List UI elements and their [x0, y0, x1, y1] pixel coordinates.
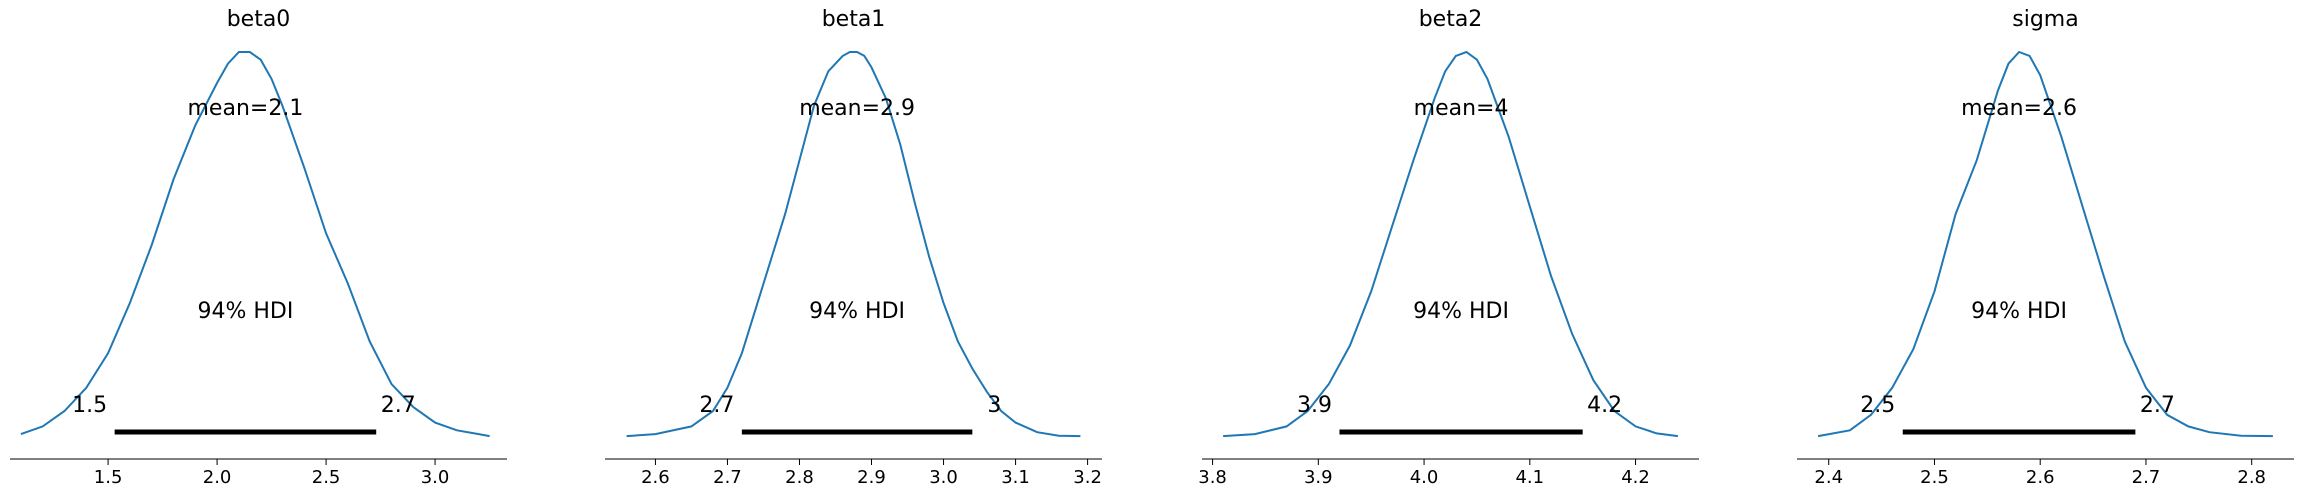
hdi-upper-label: 2.7: [381, 393, 416, 418]
panel-beta0: beta0 1.5 2.0 2.5 3.0 1.5 2.7 mean=2.1 94% HDI: [10, 7, 507, 488]
panel-title: beta1: [822, 7, 886, 32]
mean-label: mean=2.6: [1961, 96, 2077, 121]
density-curve: [20, 51, 490, 438]
panel-title: beta2: [1419, 7, 1483, 32]
panel-sigma: sigma 2.4 2.5 2.6 2.7 2.8 2.5 2.7 mean=2.6 94% HD…: [1797, 7, 2294, 488]
x-tick-label: 1.5: [94, 467, 123, 488]
mean-label: mean=2.9: [799, 96, 915, 121]
panel-beta2: beta2 3.8 3.9 4.0 4.1 4.2 3.9 4.2 mean=4 94% HDI: [1198, 7, 1699, 488]
x-tick-label: 4.0: [1410, 467, 1439, 488]
hdi-lower-label: 3.9: [1297, 393, 1332, 418]
hdi-label: 94% HDI: [809, 299, 905, 324]
x-tick-label: 2.4: [1814, 467, 1843, 488]
hdi-lower-label: 2.5: [1860, 393, 1895, 418]
panel-beta1: beta1 2.6 2.7 2.8 2.9 3.0 3.1 3.2 2.7 3 mean=2.9 94…: [605, 7, 1102, 488]
panel-title: beta0: [227, 7, 291, 32]
x-tick-label: 4.2: [1621, 467, 1650, 488]
hdi-upper-label: 4.2: [1587, 393, 1622, 418]
density-curve: [1817, 50, 2273, 438]
hdi-lower-label: 1.5: [72, 393, 107, 418]
mean-label: mean=4: [1414, 96, 1509, 121]
x-tick-label: 2.5: [312, 467, 341, 488]
x-tick-label: 3.9: [1304, 467, 1333, 488]
panel-title: sigma: [2012, 7, 2078, 32]
x-tick-label: 3.2: [1073, 467, 1102, 488]
density-curve: [626, 51, 1081, 438]
x-tick-label: 2.9: [857, 467, 886, 488]
x-tick-label: 3.8: [1198, 467, 1227, 488]
x-tick-label: 3.1: [1001, 467, 1030, 488]
hdi-upper-label: 3: [987, 393, 1001, 418]
x-tick-label: 3.0: [929, 467, 958, 488]
hdi-label: 94% HDI: [1971, 299, 2067, 324]
density-curve: [1223, 50, 1679, 438]
hdi-lower-label: 2.7: [699, 393, 734, 418]
hdi-upper-label: 2.7: [2140, 393, 2175, 418]
x-tick-label: 2.8: [2237, 467, 2266, 488]
x-tick-label: 2.0: [203, 467, 232, 488]
x-tick-label: 2.8: [785, 467, 814, 488]
x-tick-label: 2.7: [713, 467, 742, 488]
x-tick-label: 2.7: [2132, 467, 2161, 488]
mean-label: mean=2.1: [188, 96, 304, 121]
x-tick-label: 2.6: [641, 467, 670, 488]
hdi-label: 94% HDI: [1413, 299, 1509, 324]
x-tick-label: 4.1: [1515, 467, 1544, 488]
x-tick-label: 2.5: [1920, 467, 1949, 488]
x-tick-label: 3.0: [421, 467, 450, 488]
x-tick-label: 2.6: [2026, 467, 2055, 488]
hdi-label: 94% HDI: [197, 299, 293, 324]
